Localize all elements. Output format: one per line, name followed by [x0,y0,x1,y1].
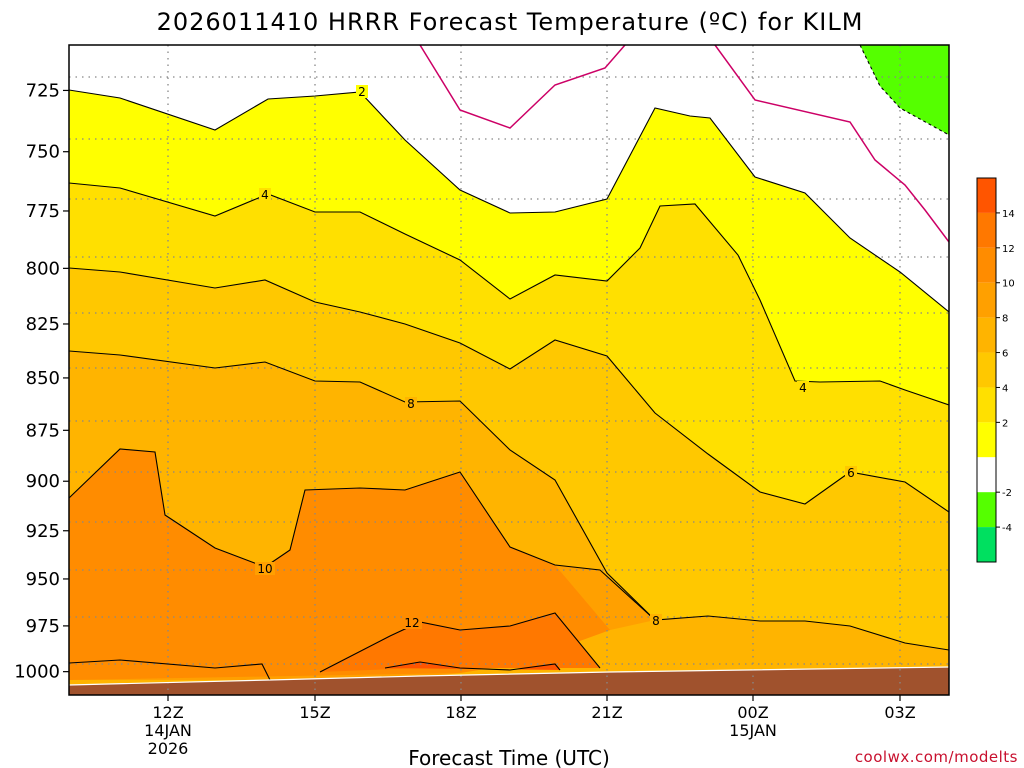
y-tick-label: 750 [26,142,60,163]
contour-12 [319,612,601,673]
contour-10 [69,448,656,621]
y-tick-label: 950 [26,569,60,590]
colorbar-bin [977,457,996,493]
x-tick-label: 15Z [299,703,330,722]
fill-band-12-14 [320,613,600,672]
plot-frame [68,44,950,696]
x-tick-label: 03Z [884,703,915,722]
contour-8 [69,350,949,651]
contour-minus-2 [859,45,949,136]
temperature-fills [69,45,949,695]
colorbar-bin [977,352,996,388]
x-tick-label: 18Z [445,703,476,722]
contour-label: 8 [652,614,660,628]
contour-label: 8 [407,397,415,411]
y-tick-label: 925 [26,521,60,542]
colorbar-tick-label: 8 [1002,314,1008,325]
colorbar-bin [977,317,996,353]
fill-band-10-12 [69,449,610,680]
colorbar-bin [977,422,996,458]
colorbar-bin [977,492,996,528]
colorbar-bin [977,178,996,213]
x-tick-label: 00Z [737,703,768,722]
y-tick-label: 850 [26,368,60,389]
contour-label: 2 [358,85,366,99]
y-tick-label: 800 [26,258,60,279]
contour-label: 4 [799,381,807,395]
colorbar-frame [976,177,997,563]
y-tick-label: 825 [26,314,60,335]
colorbar-bin [977,527,996,562]
x-tick-label: 12Z [152,703,183,722]
y-axis: 725 750 775 800 825 850 875 900 925 950 975 1000 [14,80,69,683]
contour-label: 12 [404,616,419,630]
colorbar-bin [977,212,996,248]
colorbar-tick-label: 12 [1002,244,1015,255]
grid-lines [69,45,949,695]
colorbar-bin [977,387,996,423]
x-tick-label: 2026 [148,739,189,758]
fill-band-below-0 [69,45,949,312]
contour-label: 10 [257,562,272,576]
y-tick-label: 725 [26,80,60,101]
y-tick-label: 1000 [14,662,60,683]
y-tick-label: 900 [26,471,60,492]
contour-label: 4 [261,188,269,202]
contour-6 [69,267,949,513]
colorbar-bin [977,247,996,283]
colorbar-tick-label: 6 [1002,349,1008,360]
x-tick-label: 15JAN [729,721,777,740]
freezing-line [419,45,949,243]
colorbar-tick-label: 10 [1002,279,1015,290]
contour-12-low [69,659,271,681]
contour-lines [69,45,949,681]
fill-band-minus-2 [860,45,949,135]
credit-text: coolwx.com/modelts [855,748,1018,766]
contour-14 [384,661,561,671]
x-axis-label: Forecast Time (UTC) [408,746,610,768]
colorbar-tick-label: 2 [1002,418,1008,429]
ground-surface [69,667,949,695]
contour-4 [69,182,949,406]
contour-2 [69,89,949,313]
contour-labels: 2 4 4 6 8 8 10 12 [255,85,857,630]
colorbar-bin [977,282,996,318]
x-tick-label: 21Z [591,703,622,722]
colorbar-tick-label: 14 [1002,209,1015,220]
contour-label: 6 [847,466,855,480]
colorbar-tick-label: 4 [1002,383,1008,394]
chart-title: 2026011410 HRRR Forecast Temperature (ºC… [157,8,864,36]
colorbar: 14 12 10 8 6 4 2 -2 -4 [976,177,1015,563]
y-tick-label: 975 [26,616,60,637]
surface-line [69,666,949,686]
y-tick-label: 875 [26,420,60,441]
colorbar-tick-label: -2 [1002,488,1012,499]
fill-band-14-16 [385,662,560,670]
y-tick-label: 775 [26,201,60,222]
x-tick-label: 14JAN [144,721,192,740]
colorbar-tick-label: -4 [1002,523,1012,534]
